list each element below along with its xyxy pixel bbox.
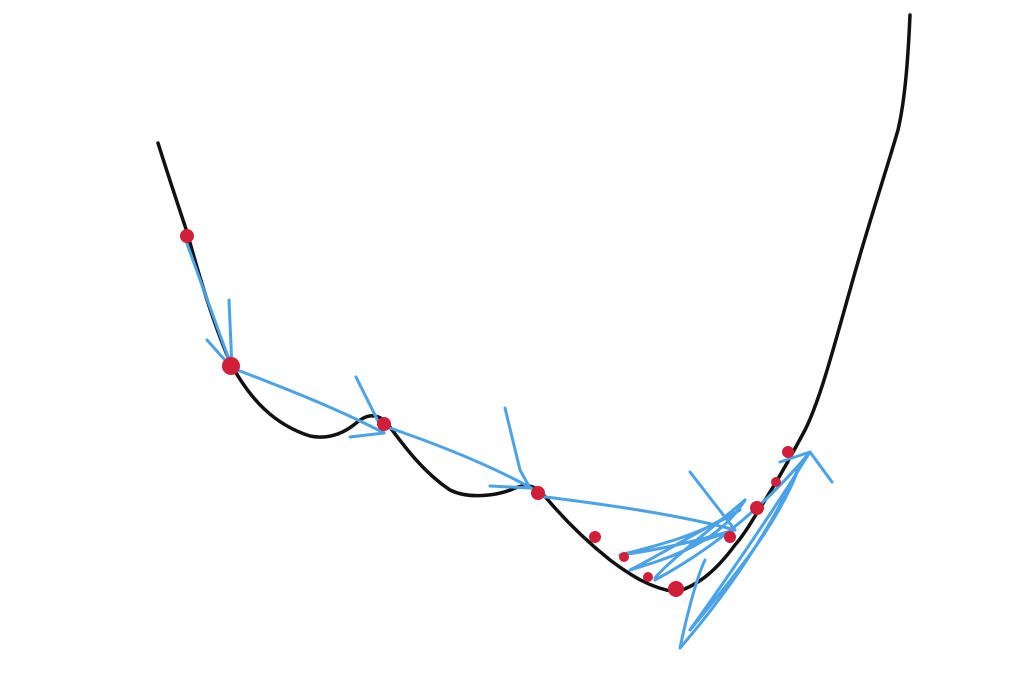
iterate-point [668, 581, 684, 597]
iterate-point [180, 229, 194, 243]
iterate-point [724, 531, 736, 543]
descent-step-overshoot [653, 450, 834, 650]
iterate-point [782, 446, 794, 458]
descent-step-arrow [382, 406, 537, 492]
iterate-point [531, 486, 545, 500]
iterate-points [180, 229, 794, 597]
iterate-point [643, 572, 653, 582]
iterate-point [619, 552, 629, 562]
descent-step-scribble [618, 498, 747, 580]
iterate-point [750, 501, 764, 515]
descent-steps [183, 236, 834, 650]
loss-curve [156, 13, 912, 594]
iterate-point [771, 477, 781, 487]
descent-step-arrow [183, 236, 234, 370]
iterate-point [377, 417, 391, 431]
iterate-point [222, 357, 240, 375]
descent-step-arrow [230, 366, 386, 439]
iterate-point [589, 531, 601, 543]
